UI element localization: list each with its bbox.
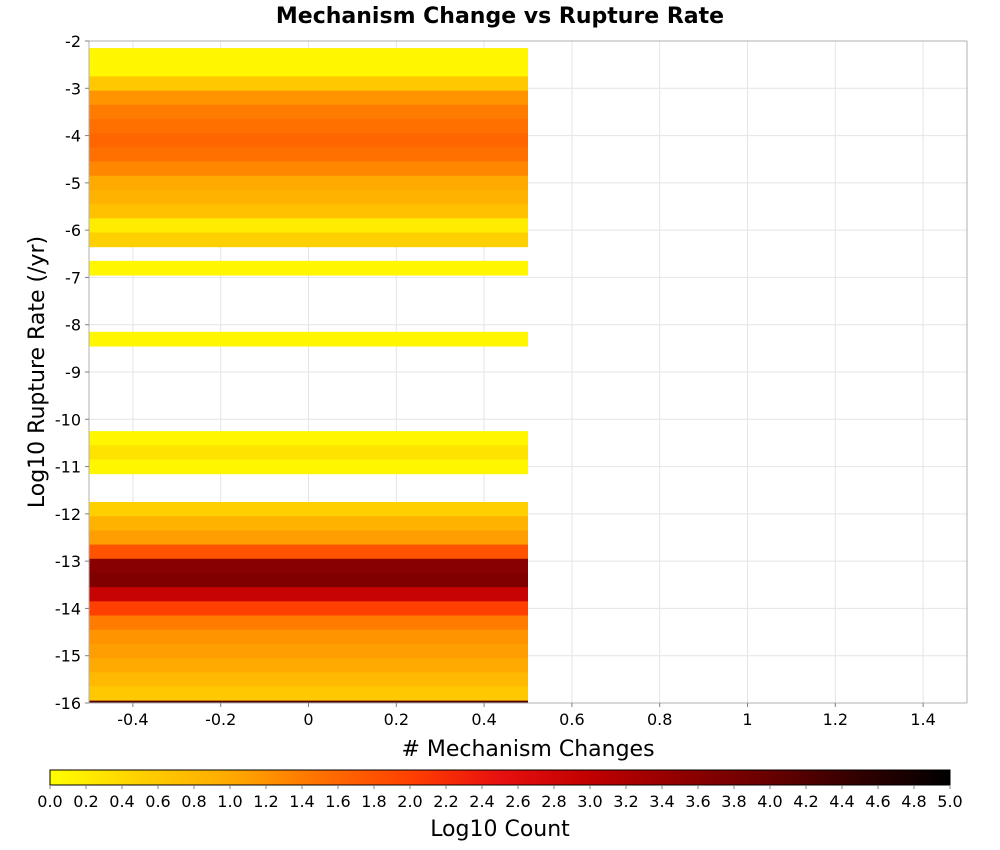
- x-tick-label: 1.4: [910, 710, 935, 729]
- colorbar-tick-label: 2.0: [397, 792, 422, 811]
- y-tick-label: -9: [65, 363, 81, 382]
- x-tick-label: 0.8: [647, 710, 672, 729]
- heatmap-cell: [89, 686, 528, 702]
- x-tick-label: -0.2: [205, 710, 236, 729]
- x-tick-label: 0.4: [471, 710, 496, 729]
- colorbar-tick-label: 1.8: [361, 792, 386, 811]
- colorbar-tick-label: 5.0: [937, 792, 962, 811]
- x-tick-label: 1: [742, 710, 752, 729]
- colorbar-tick-label: 0.8: [181, 792, 206, 811]
- chart-title: Mechanism Change vs Rupture Rate: [276, 4, 724, 29]
- heatmap-cell: [89, 629, 528, 645]
- x-tick-label: 0.6: [559, 710, 584, 729]
- colorbar-tick-label: 4.6: [865, 792, 890, 811]
- heatmap-cell: [89, 658, 528, 673]
- y-tick-label: -3: [65, 79, 81, 98]
- heatmap-cell: [89, 189, 528, 205]
- y-tick-label: -4: [65, 127, 81, 146]
- colorbar-tick-label: 3.0: [577, 792, 602, 811]
- y-tick-label: -6: [65, 221, 81, 240]
- heatmap-cell: [89, 90, 528, 106]
- heatmap-cell: [89, 62, 528, 77]
- heatmap-cell: [89, 204, 528, 219]
- colorbar-tick-label: 2.2: [433, 792, 458, 811]
- colorbar-tick-label: 4.2: [793, 792, 818, 811]
- colorbar-tick-label: 3.8: [721, 792, 746, 811]
- colorbar-tick-label: 0.2: [73, 792, 98, 811]
- heatmap-cell: [89, 459, 528, 475]
- heatmap-cell: [89, 331, 528, 347]
- colorbar-tick-label: 0.4: [109, 792, 134, 811]
- heatmap-cell: [89, 218, 528, 234]
- colorbar-tick-label: 4.0: [757, 792, 782, 811]
- x-tick-label: 0.2: [384, 710, 409, 729]
- heatmap-cell: [89, 147, 528, 163]
- y-axis-label: Log10 Rupture Rate (/yr): [25, 236, 50, 508]
- colorbar-tick-label: 1.2: [253, 792, 278, 811]
- x-axis-ticks: -0.4 -0.2 0 0.2 0.4 0.6 0.8 1 1.2 1.4: [117, 703, 936, 729]
- heatmap-cell: [89, 530, 528, 546]
- colorbar-tick-label: 3.2: [613, 792, 638, 811]
- colorbar-tick-label: 4.8: [901, 792, 926, 811]
- heatmap-cell: [89, 615, 528, 631]
- colorbar-ticks: 0.0 0.2 0.4 0.6 0.8 1.0 1.2 1.4 1.6 1.8 2.0 2.2 2.4 2…: [37, 785, 963, 811]
- y-tick-label: -2: [65, 32, 81, 51]
- y-tick-label: -5: [65, 174, 81, 193]
- heatmap-cell: [89, 587, 528, 602]
- heatmap-cell: [89, 133, 528, 148]
- x-tick-label: 1.2: [823, 710, 848, 729]
- colorbar-tick-label: 1.6: [325, 792, 350, 811]
- heatmap-cell: [89, 601, 528, 617]
- heatmap-cell: [89, 431, 528, 446]
- heatmap-cell: [89, 260, 528, 276]
- colorbar-tick-label: 2.8: [541, 792, 566, 811]
- x-tick-label: 0: [303, 710, 313, 729]
- heatmap-cell: [89, 119, 528, 134]
- heatmap-cell: [89, 76, 528, 92]
- colorbar-tick-label: 2.4: [469, 792, 494, 811]
- heatmap-cell: [89, 104, 528, 120]
- heatmap-cell: [89, 572, 528, 588]
- heatmap-cell: [89, 232, 528, 248]
- heatmap-cell: [89, 445, 528, 460]
- colorbar-label: Log10 Count: [430, 817, 570, 842]
- colorbar-tick-label: 1.0: [217, 792, 242, 811]
- y-tick-label: -14: [55, 599, 81, 618]
- heatmap-cells: [89, 48, 528, 704]
- heatmap-cell: [89, 502, 528, 517]
- x-tick-label: -0.4: [117, 710, 148, 729]
- colorbar-tick-label: 0.0: [37, 792, 62, 811]
- y-tick-label: -16: [55, 694, 81, 713]
- y-tick-label: -12: [55, 505, 81, 524]
- heatmap-cell: [89, 672, 528, 687]
- y-axis-ticks: -2 -3 -4 -5 -6 -7 -8 -9 -10 -11 -12 -13 -14 -15 -16: [55, 32, 89, 713]
- colorbar-tick-label: 3.4: [649, 792, 674, 811]
- colorbar-gradient: [49, 769, 951, 786]
- heatmap-cell: [89, 558, 528, 574]
- heatmap-cell: [89, 48, 528, 63]
- y-tick-label: -7: [65, 268, 81, 287]
- heatmap-cell: [89, 516, 528, 531]
- y-tick-label: -15: [55, 647, 81, 666]
- y-tick-label: -13: [55, 552, 81, 571]
- colorbar-tick-label: 1.4: [289, 792, 314, 811]
- colorbar: 0.0 0.2 0.4 0.6 0.8 1.0 1.2 1.4 1.6 1.8 2.0 2.2 2.4 2…: [37, 769, 963, 842]
- heatmap-cell: [89, 643, 528, 659]
- colorbar-tick-label: 2.6: [505, 792, 530, 811]
- y-tick-label: -8: [65, 316, 81, 335]
- y-tick-label: -10: [55, 410, 81, 429]
- colorbar-tick-label: 3.6: [685, 792, 710, 811]
- heatmap-cell: [89, 700, 528, 704]
- heatmap-cell: [89, 175, 528, 191]
- heatmap-cell: [89, 544, 528, 560]
- heatmap-cell: [89, 161, 528, 177]
- y-tick-label: -11: [55, 458, 81, 477]
- x-axis-label: # Mechanism Changes: [401, 737, 654, 762]
- colorbar-tick-label: 4.4: [829, 792, 854, 811]
- colorbar-tick-label: 0.6: [145, 792, 170, 811]
